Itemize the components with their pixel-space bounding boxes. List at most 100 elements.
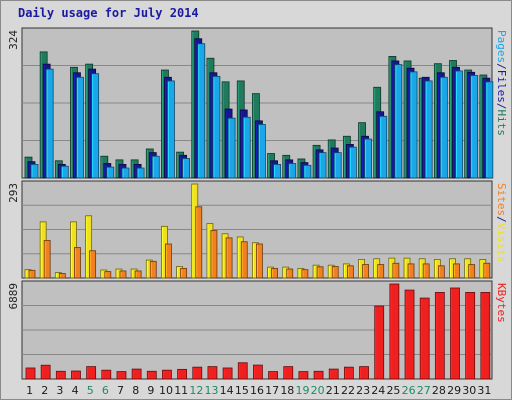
bar-pages-11 (182, 158, 191, 179)
chart-title: Daily usage for July 2014 (18, 6, 199, 20)
bar-kbytes-20 (313, 370, 324, 380)
x-tick-label-25: 25 (386, 384, 400, 397)
bar-sites-27 (422, 263, 430, 279)
bar-kbytes-27 (419, 297, 430, 380)
bar-sites-20 (316, 266, 324, 279)
bar-kbytes-18 (283, 366, 294, 380)
legend-slash: / (495, 103, 508, 110)
x-tick-label-12: 12 (189, 384, 203, 397)
bar-sites-18 (286, 268, 294, 279)
x-tick-label-5: 5 (87, 384, 94, 397)
bar-sites-9 (149, 260, 157, 279)
bar-sites-24 (377, 264, 385, 279)
bar-kbytes-29 (450, 287, 460, 380)
bar-pages-5 (91, 73, 100, 179)
bar-kbytes-13 (207, 366, 218, 380)
x-tick-label-24: 24 (371, 384, 385, 397)
x-tick-label-21: 21 (326, 384, 340, 397)
x-tick-label-8: 8 (132, 384, 139, 397)
bar-pages-15 (242, 116, 251, 179)
x-tick-label-13: 13 (205, 384, 219, 397)
bar-kbytes-31 (480, 291, 491, 380)
bar-sites-13 (210, 230, 218, 279)
bar-sites-10 (165, 243, 172, 279)
bar-pages-14 (227, 117, 236, 179)
x-tick-label-9: 9 (147, 384, 154, 397)
x-tick-label-23: 23 (356, 384, 370, 397)
bar-sites-25 (392, 262, 400, 279)
bar-pages-10 (167, 80, 175, 179)
x-tick-label-3: 3 (56, 384, 63, 397)
bar-kbytes-19 (298, 371, 309, 380)
bar-sites-16 (256, 243, 263, 279)
legend-hits: Hits (495, 110, 508, 137)
bar-sites-21 (331, 266, 339, 279)
bar-pages-21 (333, 152, 342, 179)
panel-hits-files-pages: 324 Pages/Files/Hits (7, 27, 508, 179)
bar-kbytes-7 (116, 371, 127, 380)
bar-pages-22 (348, 146, 357, 179)
y-axis-max-label: 324 (7, 30, 20, 50)
x-tick-label-18: 18 (280, 384, 294, 397)
legend: Sites/Visits (495, 183, 508, 263)
bar-pages-12 (197, 43, 206, 179)
x-tick-label-28: 28 (432, 384, 446, 397)
bar-kbytes-12 (192, 366, 203, 380)
bar-pages-27 (424, 80, 433, 179)
bar-pages-4 (76, 76, 84, 179)
bar-kbytes-8 (131, 368, 142, 380)
bar-kbytes-5 (86, 366, 97, 380)
bar-pages-17 (273, 163, 281, 179)
bar-kbytes-25 (389, 283, 400, 380)
x-tick-label-11: 11 (174, 384, 188, 397)
legend-slash: / (495, 216, 508, 223)
bar-sites-2 (43, 240, 51, 279)
bar-sites-7 (119, 270, 127, 279)
bar-pages-20 (318, 152, 327, 179)
legend-kbytes: KBytes (495, 283, 508, 323)
bar-sites-12 (195, 206, 203, 279)
bar-sites-22 (346, 265, 354, 279)
bar-kbytes-10 (162, 369, 172, 380)
bar-sites-14 (225, 237, 233, 279)
x-tick-label-19: 19 (295, 384, 309, 397)
bar-pages-16 (258, 124, 266, 179)
bar-pages-3 (60, 165, 69, 179)
x-tick-label-27: 27 (417, 384, 431, 397)
legend: Pages/Files/Hits (495, 30, 508, 136)
bar-sites-6 (104, 271, 112, 279)
x-tick-label-29: 29 (447, 384, 461, 397)
bar-pages-26 (409, 71, 418, 179)
bar-pages-30 (470, 75, 479, 179)
bar-visits-5 (85, 215, 93, 279)
bar-sites-31 (483, 262, 491, 279)
legend-sites: Sites (495, 183, 508, 216)
bar-kbytes-16 (253, 364, 263, 380)
bar-sites-28 (437, 265, 445, 279)
bar-pages-25 (394, 64, 403, 179)
bar-pages-8 (136, 167, 145, 179)
bar-sites-15 (240, 241, 248, 279)
bar-sites-29 (453, 263, 460, 279)
bar-kbytes-22 (343, 366, 354, 380)
bar-kbytes-17 (268, 371, 278, 380)
bar-kbytes-24 (374, 305, 385, 380)
panel-visits-sites: 293 Sites/Visits (7, 180, 508, 279)
bar-sites-26 (407, 263, 415, 279)
x-tick-label-7: 7 (117, 384, 124, 397)
x-tick-label-1: 1 (26, 384, 33, 397)
bar-kbytes-6 (101, 369, 112, 380)
x-tick-label-30: 30 (462, 384, 476, 397)
bar-sites-11 (180, 267, 188, 279)
x-tick-label-10: 10 (159, 384, 173, 397)
legend-visits: Visits (495, 223, 508, 263)
x-tick-label-16: 16 (250, 384, 264, 397)
bar-pages-19 (303, 164, 312, 179)
bar-pages-24 (379, 115, 388, 179)
bar-sites-1 (28, 269, 36, 279)
x-tick-label-17: 17 (265, 384, 279, 397)
legend-slash: / (495, 63, 508, 70)
bar-pages-13 (212, 75, 221, 179)
x-tick-label-15: 15 (235, 384, 249, 397)
